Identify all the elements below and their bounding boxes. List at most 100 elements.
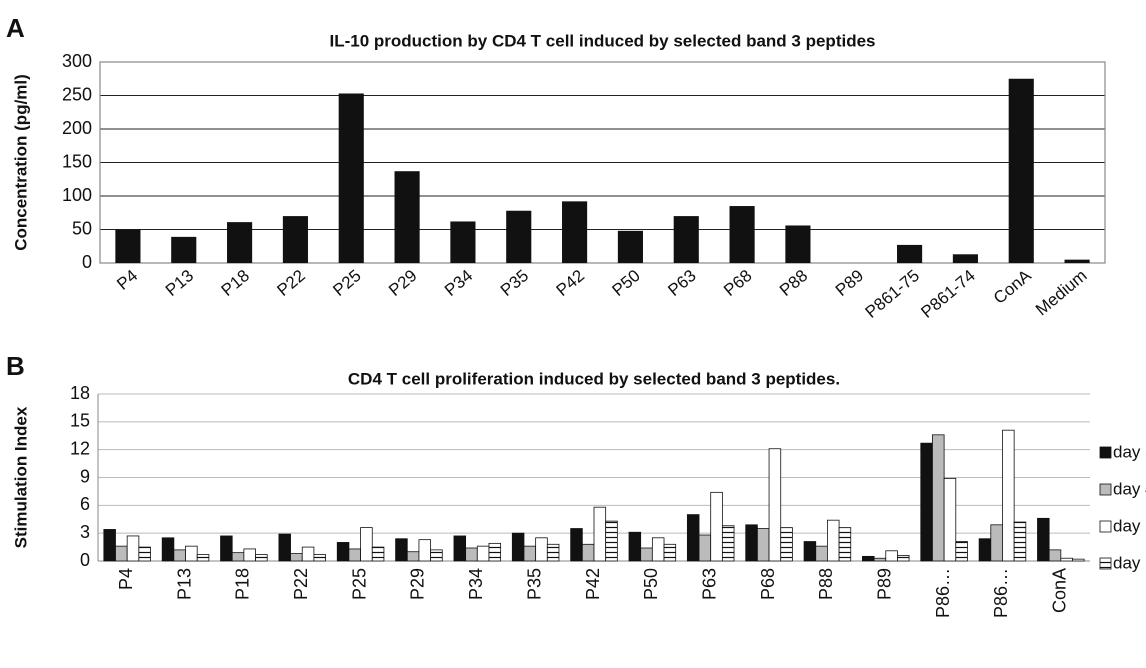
legend-swatch bbox=[1099, 483, 1112, 496]
bar bbox=[570, 528, 583, 562]
x-tick-label: P89 bbox=[832, 266, 867, 300]
bar bbox=[126, 535, 140, 562]
bar bbox=[1037, 517, 1050, 562]
y-tick-label: 3 bbox=[80, 522, 90, 542]
bar bbox=[430, 549, 443, 562]
x-tick-label: P22 bbox=[273, 266, 308, 300]
bar bbox=[476, 545, 490, 562]
bar bbox=[395, 538, 408, 562]
x-tick-label: P50 bbox=[608, 266, 643, 300]
legend-label: day 3 bbox=[1113, 442, 1146, 461]
bar bbox=[581, 543, 595, 562]
y-tick-label: 100 bbox=[62, 185, 92, 205]
bar bbox=[729, 206, 755, 263]
y-tick-label: 0 bbox=[80, 550, 90, 570]
x-tick-label: P29 bbox=[408, 568, 428, 600]
y-tick-label: 300 bbox=[62, 51, 92, 71]
bar bbox=[838, 527, 852, 562]
panel-label: B bbox=[6, 351, 25, 381]
bar bbox=[535, 537, 548, 562]
x-tick-label: P13 bbox=[174, 568, 194, 600]
y-tick-label: 0 bbox=[82, 252, 92, 272]
bar bbox=[255, 554, 268, 562]
bar bbox=[768, 448, 782, 562]
plot-frame bbox=[99, 61, 1106, 264]
bar bbox=[663, 543, 677, 562]
bar bbox=[710, 491, 723, 562]
bar bbox=[932, 434, 945, 562]
bar bbox=[885, 550, 898, 562]
y-tick-label: 150 bbox=[62, 151, 92, 171]
x-tick-label: P68 bbox=[720, 266, 755, 300]
y-tick-label: 50 bbox=[72, 218, 92, 238]
bar bbox=[115, 545, 128, 562]
x-tick-label: P86… bbox=[991, 568, 1011, 618]
bar bbox=[803, 541, 817, 562]
x-tick-label: P89 bbox=[875, 568, 895, 600]
y-tick-label: 15 bbox=[70, 411, 90, 431]
legend-swatch bbox=[1099, 520, 1112, 533]
x-tick-label: P18 bbox=[218, 266, 253, 300]
bar bbox=[721, 525, 735, 562]
bar bbox=[231, 552, 245, 562]
bar bbox=[161, 537, 175, 562]
bar bbox=[103, 529, 116, 562]
bar bbox=[990, 524, 1003, 562]
x-tick-label: P63 bbox=[699, 568, 719, 600]
bar bbox=[313, 554, 326, 562]
x-tick-label: ConA bbox=[1050, 568, 1070, 613]
bar bbox=[698, 534, 712, 562]
bar bbox=[673, 216, 699, 263]
x-tick-label: P86… bbox=[933, 568, 953, 618]
bar bbox=[943, 478, 957, 562]
x-tick-label: P88 bbox=[776, 266, 811, 300]
bar bbox=[450, 221, 476, 263]
y-axis-label: Concentration (pg/ml) bbox=[11, 74, 30, 251]
x-tick-label: P861-75 bbox=[862, 266, 923, 322]
bar bbox=[1064, 259, 1090, 263]
bar bbox=[488, 542, 502, 562]
bar bbox=[1008, 78, 1034, 263]
x-tick-label: P4 bbox=[116, 568, 136, 590]
bar bbox=[827, 519, 840, 562]
y-tick-label: 200 bbox=[62, 118, 92, 138]
y-tick-label: 250 bbox=[62, 84, 92, 104]
bar bbox=[920, 442, 933, 562]
bar bbox=[243, 548, 256, 562]
bar bbox=[301, 546, 315, 562]
x-tick-label: P68 bbox=[758, 568, 778, 600]
bar bbox=[371, 546, 385, 562]
bar bbox=[1048, 549, 1062, 562]
bar bbox=[617, 230, 643, 263]
bar bbox=[593, 506, 607, 562]
bar bbox=[278, 533, 291, 562]
bar bbox=[955, 541, 968, 562]
bar bbox=[348, 548, 361, 562]
bar bbox=[406, 551, 420, 562]
bar bbox=[756, 528, 770, 562]
bar bbox=[605, 520, 618, 562]
bar bbox=[336, 542, 350, 562]
x-tick-label: P13 bbox=[162, 266, 197, 300]
bar bbox=[952, 254, 978, 263]
bar bbox=[1060, 557, 1073, 562]
x-tick-label: P25 bbox=[329, 266, 364, 300]
x-tick-label: P34 bbox=[466, 568, 486, 600]
legend-swatch bbox=[1099, 557, 1112, 570]
x-tick-label: P29 bbox=[385, 266, 420, 300]
bar bbox=[1002, 429, 1015, 562]
bar bbox=[640, 547, 653, 562]
y-tick-label: 9 bbox=[80, 466, 90, 486]
x-tick-label: P50 bbox=[641, 568, 661, 600]
bar bbox=[196, 554, 210, 562]
bar bbox=[506, 210, 532, 263]
x-tick-label: P88 bbox=[816, 568, 836, 600]
bar bbox=[171, 236, 197, 263]
bar bbox=[897, 555, 910, 562]
bar bbox=[873, 557, 887, 562]
chart-title: CD4 T cell proliferation induced by sele… bbox=[348, 369, 840, 388]
x-tick-label: P861-74 bbox=[917, 266, 978, 322]
bar bbox=[360, 527, 373, 562]
bar bbox=[862, 555, 875, 562]
